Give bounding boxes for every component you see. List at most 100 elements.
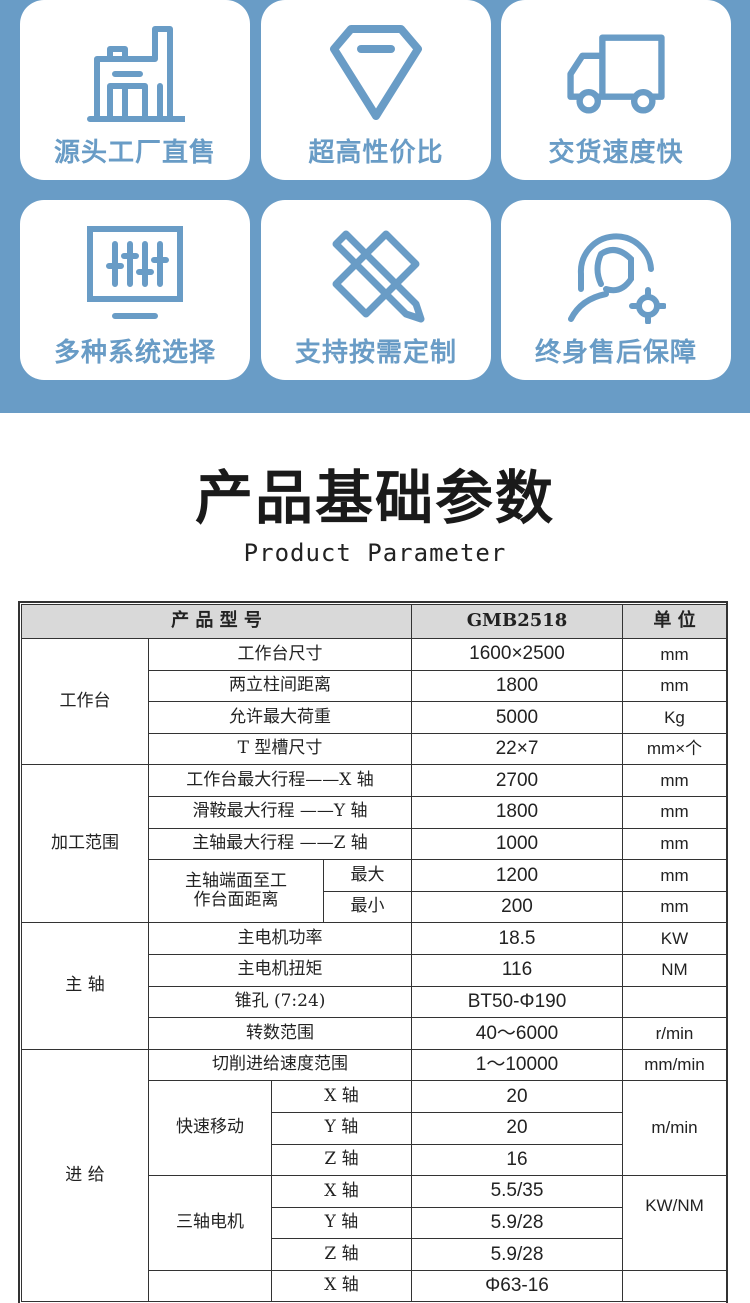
truck-icon — [567, 34, 665, 114]
value: 20 — [411, 1111, 623, 1145]
feature-card-custom: 支持按需定制 — [261, 200, 491, 380]
group-label: 进 给 — [21, 1048, 149, 1303]
feature-label: 超高性价比 — [308, 138, 444, 168]
table-row: 主电机扭矩 116 NM — [22, 953, 727, 987]
feature-label: 多种系统选择 — [53, 338, 216, 368]
table-header: 产 品 型 号 GMB2518 单 位 — [21, 604, 727, 639]
value: 1800 — [411, 795, 623, 829]
value: BT50-Φ190 — [411, 985, 623, 1019]
pencil-ruler-icon — [332, 230, 425, 323]
sub-group-label — [148, 1269, 272, 1303]
sub-group-label: 快速移动 — [148, 1080, 272, 1177]
unit: mm — [622, 795, 727, 829]
sub-label: 最大 — [323, 859, 412, 892]
table-row: Y 轴 5.9/28 — [22, 1206, 727, 1240]
headset-gear-icon — [568, 233, 666, 324]
sub-group-label: 三轴电机 — [148, 1175, 272, 1271]
param: 主轴端面至工作台面距离 — [148, 859, 324, 924]
diamond-icon — [330, 25, 422, 120]
group-label: 工作台 — [21, 637, 149, 766]
header-model: GMB2518 — [411, 604, 623, 639]
unit: NM — [622, 953, 727, 987]
table-row: 三轴电机 X 轴 5.5/35 KW/NM — [22, 1175, 727, 1271]
unit: mm — [622, 669, 727, 703]
table-row: Z 轴 5.9/28 — [22, 1238, 727, 1271]
parameter-table: 产 品 型 号 GMB2518 单 位 工作台 工作台尺寸 1600×2500 mm… — [18, 601, 728, 1303]
unit: r/min — [622, 1017, 727, 1050]
unit: mm — [622, 827, 727, 861]
unit: mm — [622, 890, 727, 924]
table-row: 加工范围 工作台最大行程——X 轴 2700 mm — [21, 764, 727, 924]
value: 20 — [411, 1080, 623, 1113]
unit: Kg — [622, 701, 727, 734]
value: 1000 — [411, 827, 623, 861]
value: 1600×2500 — [411, 638, 623, 671]
value: 5.9/28 — [411, 1238, 623, 1271]
value: 2700 — [411, 764, 623, 797]
group-label: 加工范围 — [21, 764, 149, 924]
header-unit: 单 位 — [622, 604, 727, 639]
table-row: 转数范围 40～6000 r/min — [22, 1017, 727, 1050]
unit: mm — [622, 764, 727, 797]
group-label: 主 轴 — [21, 922, 149, 1050]
param: 允许最大荷重 — [148, 701, 412, 734]
param: 工作台最大行程——X 轴 — [148, 764, 412, 797]
unit: KW — [622, 922, 727, 955]
table-row: Z 轴 16 — [22, 1143, 727, 1177]
table-row: 进 给 切削进给速度范围 1～10000 mm/min — [21, 1048, 727, 1303]
param: 切削进给速度范围 — [148, 1048, 412, 1082]
param: 主电机扭矩 — [148, 953, 412, 987]
unit — [622, 1269, 727, 1303]
table-row: 主轴最大行程 ——Z 轴 1000 mm — [22, 827, 727, 861]
value: 18.5 — [411, 922, 623, 955]
factory-icon — [87, 26, 185, 122]
axis: X 轴 — [271, 1269, 412, 1303]
value: 22×7 — [411, 732, 623, 766]
value: Φ63-16 — [411, 1269, 623, 1303]
value: 5000 — [411, 701, 623, 734]
table-row: 工作台 工作台尺寸 1600×2500 mm — [21, 637, 727, 766]
param: 锥孔 (7:24) — [148, 985, 412, 1019]
axis: Z 轴 — [271, 1238, 412, 1271]
features-banner: 源头工厂直售 超高性价比 交货速度快 多种系统选择 支持按需定制 终身售后保障 — [0, 0, 750, 413]
table-row: 滑鞍最大行程 ——Y 轴 1800 mm — [22, 795, 727, 829]
feature-label: 源头工厂直售 — [53, 138, 216, 168]
param: 主电机功率 — [148, 922, 412, 955]
value: 116 — [411, 953, 623, 987]
feature-card-factory: 源头工厂直售 — [20, 0, 250, 180]
sub-label: 最小 — [323, 890, 412, 924]
feature-label: 终身售后保障 — [534, 338, 697, 368]
value: 5.9/28 — [411, 1206, 623, 1240]
value: 200 — [411, 890, 623, 924]
monitor-sliders-icon — [87, 226, 183, 319]
unit: mm×个 — [622, 732, 727, 766]
feature-card-service: 终身售后保障 — [501, 200, 731, 380]
axis: Y 轴 — [271, 1206, 412, 1240]
feature-card-value: 超高性价比 — [261, 0, 491, 180]
unit: m/min — [622, 1080, 727, 1177]
unit: mm — [622, 859, 727, 892]
table-row: 允许最大荷重 5000 Kg — [22, 701, 727, 734]
value: 1～10000 — [411, 1048, 623, 1082]
param: 两立柱间距离 — [148, 669, 412, 703]
param: 主轴最大行程 ——Z 轴 — [148, 827, 412, 861]
axis: Z 轴 — [271, 1143, 412, 1177]
param: 工作台尺寸 — [148, 638, 412, 671]
table-row: T 型槽尺寸 22×7 mm×个 — [22, 732, 727, 766]
table-row: 主 轴 主电机功率 18.5 KW — [21, 922, 727, 1050]
feature-card-systems: 多种系统选择 — [20, 200, 250, 380]
unit: mm — [622, 638, 727, 671]
header-name: 产 品 型 号 — [21, 604, 412, 639]
unit: KW/NM — [622, 1175, 727, 1271]
axis: X 轴 — [271, 1175, 412, 1208]
value: 40～6000 — [411, 1017, 623, 1050]
section-subtitle: Product Parameter — [243, 539, 507, 567]
table-row: 两立柱间距离 1800 mm — [22, 669, 727, 703]
value: 1200 — [411, 859, 623, 892]
value: 16 — [411, 1143, 623, 1177]
unit: mm/min — [622, 1048, 727, 1082]
param: 转数范围 — [148, 1017, 412, 1050]
feature-card-delivery: 交货速度快 — [501, 0, 731, 180]
value: 5.5/35 — [411, 1175, 623, 1208]
axis: X 轴 — [271, 1080, 412, 1113]
